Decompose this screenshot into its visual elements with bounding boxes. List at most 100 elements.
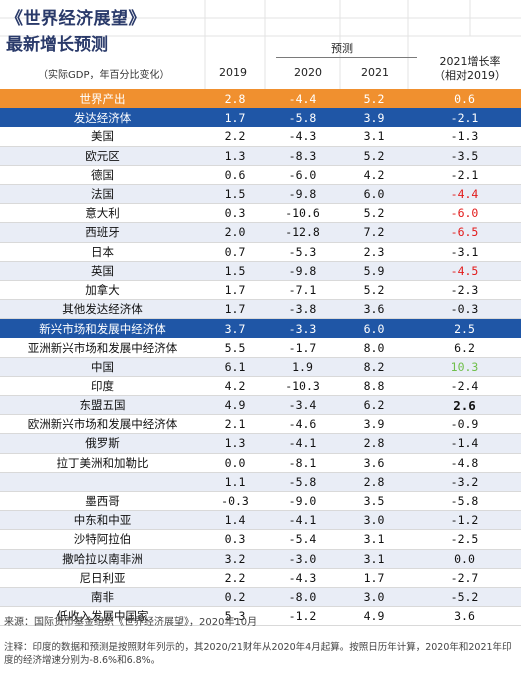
value-2020: -8.0 — [288, 589, 317, 604]
value-2019: 2.0 — [224, 225, 246, 240]
value-2019: 6.1 — [224, 359, 246, 374]
value-2019: 2.2 — [224, 129, 246, 144]
table-row: 沙特阿拉伯 0.3 -5.4 3.1 -2.5 — [0, 530, 521, 550]
value-2020: -3.0 — [288, 551, 317, 566]
value-2020: -4.4 — [288, 91, 317, 106]
table-row: 英国 1.5 -9.8 5.9 -4.5 — [0, 261, 521, 281]
row-label: 印度 — [91, 378, 114, 393]
row-label: 拉丁美洲和加勒比 — [56, 455, 149, 470]
value-2020: -3.4 — [288, 398, 317, 413]
value-2019: 3.2 — [224, 551, 246, 566]
table-row: 墨西哥 -0.3 -9.0 3.5 -5.8 — [0, 491, 521, 512]
value-2019: 2.8 — [224, 91, 246, 106]
source-note: 来源：国际货币基金组织《世界经济展望》，2020年10月 — [4, 617, 258, 628]
value-2019: 2.1 — [224, 417, 246, 432]
row-label: 发达经济体 — [73, 110, 132, 125]
table-row: 拉丁美洲和加勒比 0.0 -8.1 3.6 -4.8 — [0, 453, 521, 473]
value-growth-vs-2019: 2.6 — [453, 397, 476, 413]
value-2020: -5.8 — [288, 474, 317, 489]
value-2020: -3.3 — [288, 321, 317, 336]
value-2020: -5.4 — [288, 532, 317, 547]
row-label: 欧元区 — [85, 148, 120, 163]
value-2020: -6.0 — [288, 167, 317, 182]
table-row: 德国 0.6 -6.0 4.2 -2.1 — [0, 165, 521, 185]
value-2019: 2.2 — [224, 570, 246, 585]
value-growth-vs-2019: 0.6 — [454, 91, 475, 106]
row-label: 其他发达经济体 — [62, 302, 143, 317]
value-2021: 2.8 — [363, 474, 385, 489]
col-header-growth-line2: （相对2019） — [434, 69, 506, 82]
col-header-2021: 2021 — [361, 66, 389, 79]
value-growth-vs-2019: 10.3 — [450, 359, 479, 374]
value-growth-vs-2019: -5.2 — [450, 589, 479, 604]
table-row: 意大利 0.3 -10.6 5.2 -6.0 — [0, 204, 521, 224]
value-growth-vs-2019: 0.0 — [454, 551, 475, 566]
growth-table: 世界产出 2.8 -4.4 5.2 0.6 发达经济体 1.7 -5.8 3.9 -2.1 美国 2.… — [0, 89, 521, 627]
value-2020: 1.9 — [292, 359, 313, 374]
value-growth-vs-2019: 6.2 — [454, 340, 475, 355]
value-growth-vs-2019: -1.2 — [450, 513, 479, 528]
value-2021: 8.2 — [363, 359, 385, 374]
col-header-2020: 2020 — [294, 66, 322, 79]
value-growth-vs-2019: 2.5 — [454, 321, 475, 336]
value-growth-vs-2019: -6.0 — [450, 206, 479, 221]
value-2021: 8.0 — [363, 340, 385, 355]
value-2020: -4.3 — [288, 570, 317, 585]
row-label: 俄罗斯 — [85, 436, 120, 451]
value-2019: 1.1 — [224, 474, 246, 489]
value-2019: 0.7 — [224, 244, 246, 259]
table-row: 亚洲新兴市场和发展中经济体 5.5 -1.7 8.0 6.2 — [0, 338, 521, 358]
table-row: 中东和中亚 1.4 -4.1 3.0 -1.2 — [0, 511, 521, 531]
value-2019: 1.3 — [224, 436, 246, 451]
row-label: 墨西哥 — [85, 494, 120, 509]
value-2021: 3.5 — [363, 494, 385, 509]
table-row: 日本 0.7 -5.3 2.3 -3.1 — [0, 242, 521, 262]
row-label: 美国 — [91, 129, 114, 144]
table-row: 西班牙 2.0 -12.8 7.2 -6.5 — [0, 223, 521, 243]
row-label: 中国 — [91, 359, 114, 374]
value-growth-vs-2019: -4.4 — [450, 187, 479, 202]
value-2021: 2.8 — [363, 436, 385, 451]
value-2020: -8.1 — [288, 455, 317, 470]
value-2020: -7.1 — [288, 282, 317, 297]
table-row: 发达经济体 1.7 -5.8 3.9 -2.1 — [0, 108, 521, 128]
value-2021: 3.1 — [363, 129, 385, 144]
forecast-underline — [276, 57, 417, 58]
value-2021: 3.1 — [363, 551, 385, 566]
table-row: 美国 2.2 -4.3 3.1 -1.3 — [0, 127, 521, 147]
table-row: 东盟五国 4.9 -3.4 6.2 2.6 — [0, 396, 521, 416]
value-growth-vs-2019: -0.3 — [450, 302, 479, 317]
value-2020: -12.8 — [285, 225, 320, 240]
row-label: 撒哈拉以南非洲 — [62, 551, 143, 566]
value-2019: 0.0 — [224, 455, 246, 470]
value-growth-vs-2019: -4.8 — [450, 455, 479, 470]
value-2021: 6.0 — [363, 187, 385, 202]
value-growth-vs-2019: -5.8 — [450, 494, 479, 509]
value-growth-vs-2019: -2.4 — [450, 378, 479, 393]
value-2019: -0.3 — [221, 494, 249, 509]
value-2019: 1.4 — [224, 513, 246, 528]
row-label: 中东和中亚 — [73, 513, 132, 528]
value-2019: 1.5 — [224, 263, 246, 278]
table-row: 新兴市场和发展中经济体 3.7 -3.3 6.0 2.5 — [0, 319, 521, 339]
value-2021: 3.9 — [363, 417, 385, 432]
value-2019: 0.3 — [224, 532, 246, 547]
value-2020: -10.3 — [285, 378, 320, 393]
value-growth-vs-2019: -1.4 — [450, 436, 479, 451]
value-2021: 5.2 — [363, 206, 385, 221]
units-note: （实际GDP，年百分比变化） — [38, 70, 170, 81]
row-label: 世界产出 — [79, 91, 126, 106]
footnote: 注释：印度的数据和预测是按照财年列示的，其2020/21财年从2020年4月起算… — [4, 642, 512, 666]
value-2020: -10.6 — [285, 206, 320, 221]
value-2019: 3.7 — [224, 321, 246, 336]
col-header-2019: 2019 — [219, 66, 247, 79]
row-label: 西班牙 — [85, 225, 120, 240]
value-2019: 4.9 — [224, 398, 246, 413]
row-label: 新兴市场和发展中经济体 — [39, 321, 166, 336]
table-row: 撒哈拉以南非洲 3.2 -3.0 3.1 0.0 — [0, 549, 521, 569]
value-growth-vs-2019: -2.1 — [450, 167, 479, 182]
value-2019: 1.7 — [224, 110, 246, 125]
table-row: 印度 4.2 -10.3 8.8 -2.4 — [0, 376, 521, 396]
value-growth-vs-2019: -6.5 — [450, 225, 479, 240]
value-2019: 1.7 — [224, 302, 246, 317]
